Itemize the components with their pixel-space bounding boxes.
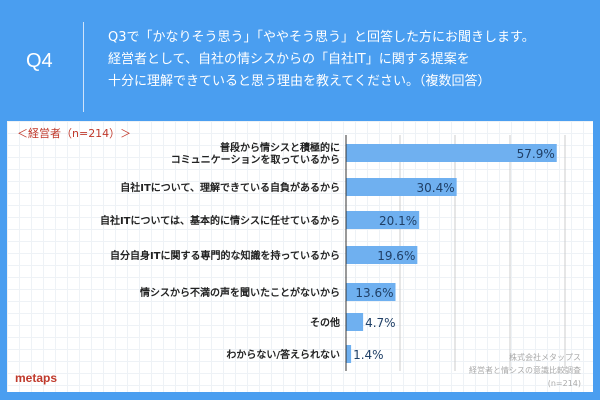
value-label: 1.4% [353,348,384,362]
question-text: Q3で「かなりそう思う」「ややそう思う」と回答した方にお聞きします。 経営者とし… [108,27,535,93]
question-line: Q3で「かなりそう思う」「ややそう思う」と回答した方にお聞きします。 [108,30,535,45]
bar [346,246,418,264]
category-label: 自社ITについて、理解できている自負があるから [120,181,340,194]
category-label: 普段から情シスと積極的に [220,141,340,154]
category-label: コミュニケーションを取っているから [171,154,340,166]
value-label: 13.6% [355,286,393,300]
divider [83,22,84,112]
chart-title: ＜経営者（n=214）＞ [17,127,132,140]
metaps-logo: metaps [15,371,58,385]
bar [346,345,352,363]
bar [346,283,396,301]
bar [346,211,420,229]
category-label: 自社ITについては、基本的に情シスに任せているから [100,214,340,227]
chart-panel: ＜経営者（n=214）＞ 57.9% 普段から情シスと積極的に コミュニケーションを… [7,121,593,392]
category-label: 情シスから不満の声を聞いたことがないから [140,286,340,299]
category-label: 自分自身ITに関する専門的な知識を持っているから [110,249,340,262]
value-label: 4.7% [365,316,396,330]
category-label: わからない/答えられない [226,348,340,361]
category-label: その他 [310,316,340,329]
value-label: 57.9% [517,147,555,161]
value-label: 30.4% [417,181,455,195]
credit-line: 経営者と情シスの意識比較調査 [469,366,581,375]
source-credit: 株式会社メタップス 経営者と情シスの意識比較調査 (n=214) [469,351,581,390]
bar [346,144,557,162]
credit-line: (n=214) [547,379,581,388]
question-number: Q4 [26,50,53,72]
question-line: 十分に理解できていると思う理由を教えてください。（複数回答） [108,74,491,89]
bar [346,313,364,331]
value-label: 20.1% [379,214,417,228]
value-label: 19.6% [377,249,415,263]
question-line: 経営者として、自社の情シスからの「自社IT」に関する提案を [108,52,470,67]
bar [346,178,457,196]
credit-line: 株式会社メタップス [509,353,581,362]
